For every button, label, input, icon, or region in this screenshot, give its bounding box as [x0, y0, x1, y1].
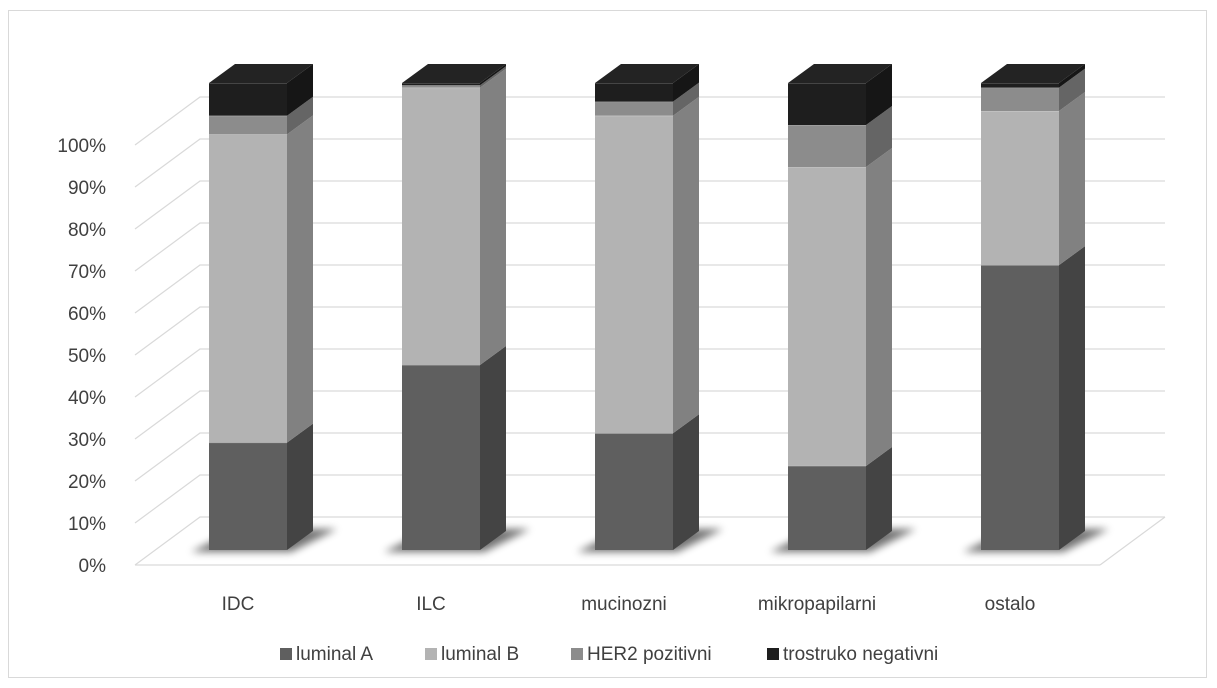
y-tick-label: 40%	[68, 388, 106, 409]
bar-segment-side	[866, 446, 892, 550]
bar-segment-side	[1059, 68, 1085, 112]
bar-segment	[788, 83, 866, 126]
bar-segment	[595, 433, 673, 550]
bar-segment	[402, 83, 480, 86]
bar-segment-side	[673, 414, 699, 550]
bar-stack	[788, 64, 892, 550]
bar-segment-side	[480, 66, 506, 88]
bar-segment	[595, 101, 673, 116]
x-axis-categories: IDC ILC mucinozni mikropapilarni ostalo	[222, 594, 1036, 615]
bar-segment-side	[287, 423, 313, 550]
bar-segment-side	[287, 115, 313, 443]
y-tick-label: 10%	[68, 514, 106, 535]
y-tick-label: 80%	[68, 220, 106, 241]
bar-segment	[981, 83, 1059, 88]
bar-segment	[981, 87, 1059, 112]
bar-segment	[595, 83, 673, 102]
bar-stack	[595, 64, 699, 550]
bar-segment-side	[1059, 246, 1085, 550]
y-tick-label: 90%	[68, 178, 106, 199]
x-category-label: IDC	[222, 594, 255, 615]
bar-segment	[981, 265, 1059, 550]
y-tick-label: 60%	[68, 304, 106, 325]
bar-segment-side	[1059, 92, 1085, 266]
bar-segment-side	[287, 96, 313, 135]
x-category-label: ILC	[416, 594, 446, 615]
bar-stack	[402, 64, 506, 550]
bar-segment-side	[1059, 64, 1085, 88]
bars	[209, 64, 1085, 550]
bar-segment	[788, 465, 866, 550]
bar-segment	[209, 115, 287, 135]
x-category-label: mikropapilarni	[758, 594, 876, 615]
bar-top	[595, 64, 699, 83]
bar-segment-side	[287, 64, 313, 116]
y-axis-ticks: 0% 10% 20% 30% 40% 50% 60% 70% 80% 90% 100%	[57, 136, 106, 577]
bar-segment	[788, 167, 866, 466]
bar-segment	[402, 85, 480, 88]
bar-segment	[788, 125, 866, 168]
bar-segment-side	[673, 96, 699, 434]
bar-segment-side	[866, 106, 892, 168]
bar-segment-side	[673, 82, 699, 116]
bar-segment-side	[673, 64, 699, 102]
bar-segment	[981, 111, 1059, 266]
legend-swatch	[425, 648, 437, 660]
bar-stack	[981, 64, 1085, 550]
x-category-label: mucinozni	[581, 594, 667, 615]
legend-label: HER2 pozitivni	[587, 644, 712, 665]
bar-top	[981, 64, 1085, 83]
bar-segment	[209, 442, 287, 550]
legend: luminal A luminal B HER2 pozitivni trostruk…	[280, 644, 938, 665]
bar-segment-side	[866, 64, 892, 126]
y-tick-label: 70%	[68, 262, 106, 283]
legend-swatch	[280, 648, 292, 660]
bar-segment	[402, 87, 480, 366]
bar-segment	[209, 83, 287, 116]
bar-segment	[209, 134, 287, 443]
legend-swatch	[571, 648, 583, 660]
bar-stack	[209, 64, 313, 550]
bar-segment-side	[480, 64, 506, 86]
legend-swatch	[767, 648, 779, 660]
bar-segment-side	[866, 148, 892, 466]
legend-label: trostruko negativni	[783, 644, 938, 665]
bar-segment-side	[480, 346, 506, 550]
bar-segment	[402, 365, 480, 550]
y-tick-label: 0%	[79, 556, 107, 577]
y-tick-label: 50%	[68, 346, 106, 367]
y-tick-label: 30%	[68, 430, 106, 451]
x-category-label: ostalo	[985, 594, 1036, 615]
bar-top	[788, 64, 892, 83]
y-tick-label: 20%	[68, 472, 106, 493]
bar-top	[209, 64, 313, 83]
legend-label: luminal B	[441, 644, 519, 665]
floor-edge	[1099, 516, 1166, 566]
bar-segment	[595, 115, 673, 434]
legend-label: luminal A	[296, 644, 373, 665]
bar-top	[402, 64, 506, 83]
y-tick-label: 100%	[57, 136, 106, 157]
bar-segment-side	[480, 68, 506, 366]
